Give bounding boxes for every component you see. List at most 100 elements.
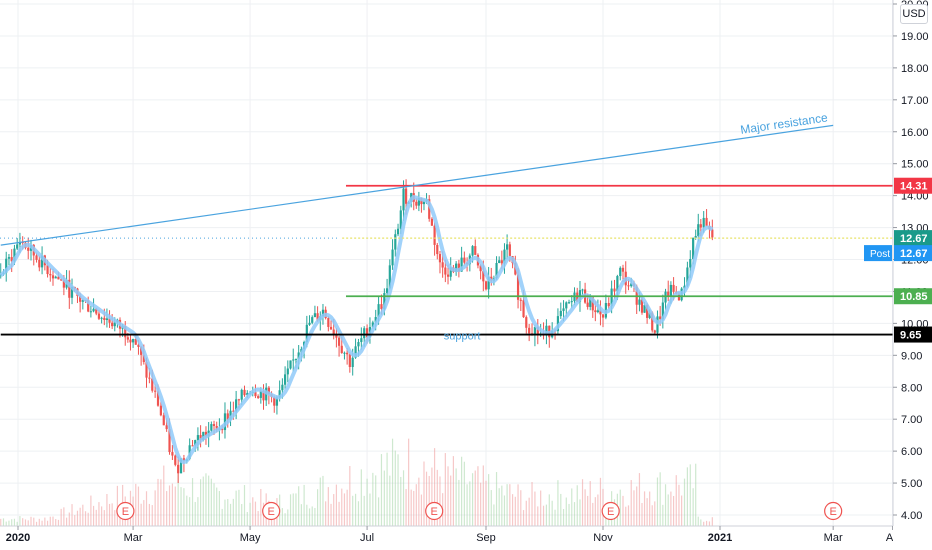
candle-body (254, 392, 257, 397)
volume-bar (389, 475, 391, 526)
volume-bar (360, 469, 362, 526)
candle-body (365, 328, 369, 338)
candle-body (371, 322, 374, 327)
volume-bar (545, 504, 548, 526)
candle-body (305, 324, 308, 342)
candle-body (613, 288, 616, 292)
volume-bar (82, 504, 84, 526)
candle-body (610, 288, 613, 307)
volume-bar (681, 495, 683, 526)
volume-bar (573, 502, 576, 526)
volume-bar (485, 480, 487, 526)
candle-body (235, 399, 238, 412)
candle-body (196, 435, 200, 441)
volume-bar (581, 479, 584, 526)
earnings-marker[interactable]: E (601, 501, 620, 521)
volume-bar (60, 508, 62, 526)
volume-bar (377, 497, 380, 526)
candle-body (335, 335, 338, 338)
volume-bar (183, 488, 185, 526)
volume-bar (662, 504, 664, 526)
candle-body (525, 317, 528, 328)
volume-bar (587, 495, 589, 526)
candle-body (351, 357, 354, 368)
candle-body (516, 274, 520, 300)
candle-body (316, 313, 319, 321)
volume-bar (213, 483, 215, 526)
volume-bar (30, 516, 32, 526)
volume-bar (281, 508, 283, 526)
candle-body (433, 225, 436, 245)
currency-badge[interactable]: USD (900, 4, 928, 24)
candle-body (57, 276, 60, 280)
candle-body (240, 389, 243, 400)
candle-body (179, 458, 183, 474)
candle-body (134, 339, 137, 345)
volume-bar (65, 517, 68, 526)
volume-bar (463, 461, 465, 526)
volume-bar (542, 505, 545, 526)
candle-body (174, 455, 177, 465)
volume-bar (335, 484, 337, 526)
volume-bar (686, 467, 688, 526)
candle-body (669, 284, 672, 296)
volume-bar (11, 519, 13, 526)
volume-bar (380, 454, 383, 526)
candles (0, 179, 714, 483)
candle-body (383, 293, 386, 309)
earnings-marker[interactable]: E (262, 501, 281, 521)
volume-bar (116, 485, 118, 526)
earnings-marker[interactable]: E (425, 501, 444, 521)
candle-body (436, 244, 439, 255)
candle-body (565, 302, 568, 309)
time-tick-label: Jul (360, 532, 374, 544)
candle-body (140, 346, 143, 355)
volume-bar (700, 519, 702, 526)
volume-bar (235, 490, 237, 526)
volume-bar (148, 503, 150, 526)
earnings-label: E (431, 506, 438, 518)
candle-body (363, 328, 366, 339)
candle-body (243, 389, 246, 396)
volume-bar (520, 490, 522, 526)
candle-body (661, 302, 664, 320)
volume-bar (95, 509, 97, 526)
earnings-marker[interactable]: E (116, 501, 135, 521)
candle-body (621, 267, 625, 272)
volume-bar (579, 499, 581, 526)
time-tick-label: Nov (593, 532, 613, 544)
volume-bar (46, 520, 49, 526)
price-tag-label: 12.67 (900, 233, 928, 245)
earnings-circle (601, 501, 620, 521)
candle-body (500, 260, 503, 264)
volume-bar (592, 502, 594, 526)
candle-body (159, 405, 162, 416)
volume-bar (352, 495, 354, 526)
candle-body (191, 445, 194, 447)
volume-bar (254, 501, 257, 526)
candle-body (672, 284, 675, 292)
candle-body (562, 308, 565, 311)
price-tick-label: 4.00 (901, 510, 922, 522)
earnings-marker[interactable]: E (824, 501, 843, 521)
price-tick-label: 16.00 (901, 127, 929, 139)
post-tag-label: Post (870, 249, 890, 260)
candle-body (111, 322, 114, 327)
candle-body (113, 322, 116, 327)
candle-body (619, 267, 622, 277)
candle-body (487, 276, 490, 290)
volume-bar (477, 466, 479, 526)
volume-bar (108, 503, 111, 526)
volume-bar (349, 466, 351, 526)
volume-bar (651, 505, 653, 526)
volume-bar (252, 497, 254, 526)
candle-body (292, 359, 295, 361)
volume-bar (383, 470, 385, 526)
volume-bar (79, 507, 81, 526)
time-tick-label: Mar (824, 532, 843, 544)
volume-bar (408, 438, 410, 526)
volume-bar (619, 489, 621, 526)
volume-bar (366, 478, 368, 526)
candle-body (131, 339, 135, 343)
